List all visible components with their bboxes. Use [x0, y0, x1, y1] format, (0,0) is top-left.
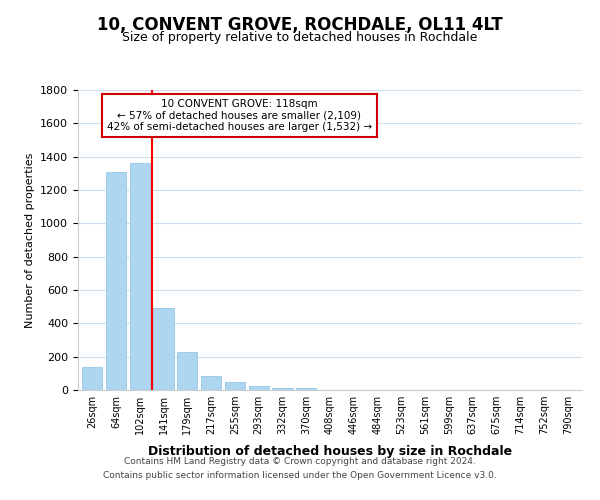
Text: Contains HM Land Registry data © Crown copyright and database right 2024.: Contains HM Land Registry data © Crown c…	[124, 458, 476, 466]
Bar	[82, 366, 103, 390]
Bar	[177, 352, 197, 390]
Bar	[201, 376, 221, 390]
Bar	[225, 382, 245, 390]
Y-axis label: Number of detached properties: Number of detached properties	[25, 152, 35, 328]
Text: 10, CONVENT GROVE, ROCHDALE, OL11 4LT: 10, CONVENT GROVE, ROCHDALE, OL11 4LT	[97, 16, 503, 34]
Bar	[154, 308, 173, 390]
Bar	[272, 388, 293, 390]
Bar	[106, 172, 126, 390]
Text: Contains public sector information licensed under the Open Government Licence v3: Contains public sector information licen…	[103, 471, 497, 480]
X-axis label: Distribution of detached houses by size in Rochdale: Distribution of detached houses by size …	[148, 446, 512, 458]
Bar	[130, 162, 150, 390]
Text: 10 CONVENT GROVE: 118sqm
← 57% of detached houses are smaller (2,109)
42% of sem: 10 CONVENT GROVE: 118sqm ← 57% of detach…	[107, 99, 372, 132]
Bar	[296, 388, 316, 390]
Bar	[248, 386, 269, 390]
Text: Size of property relative to detached houses in Rochdale: Size of property relative to detached ho…	[122, 31, 478, 44]
